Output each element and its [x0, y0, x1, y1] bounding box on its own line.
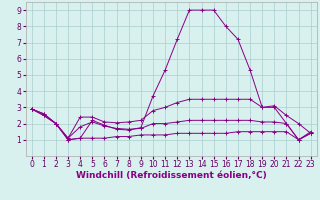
X-axis label: Windchill (Refroidissement éolien,°C): Windchill (Refroidissement éolien,°C) — [76, 171, 267, 180]
